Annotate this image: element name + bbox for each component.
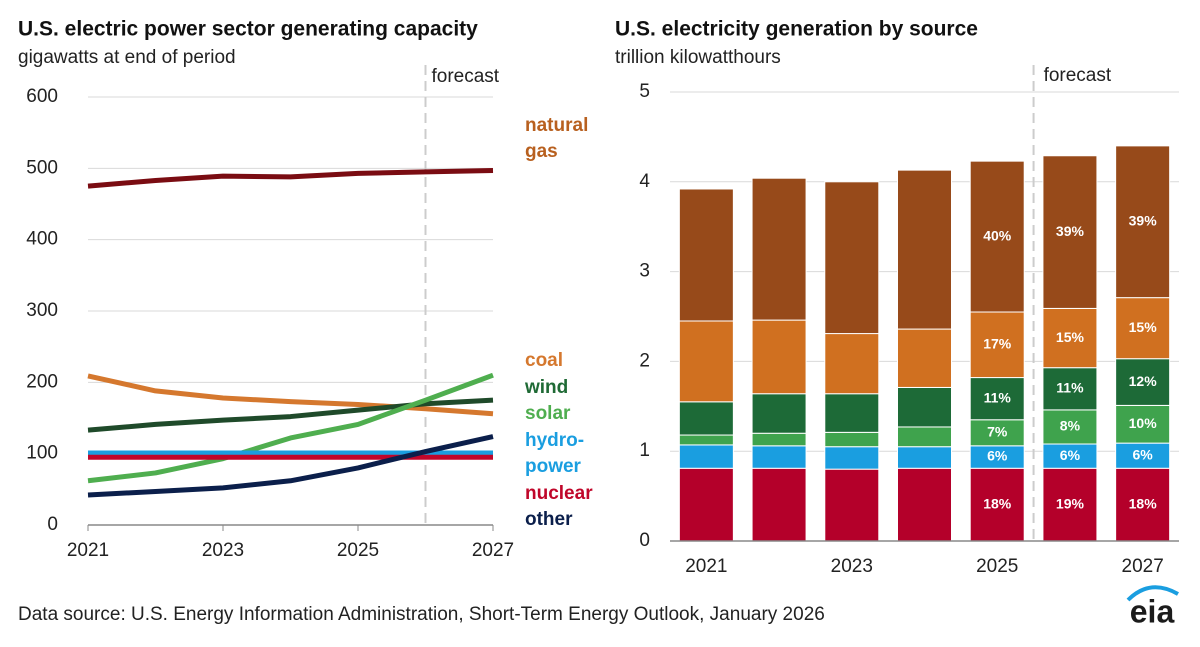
y-tick-label: 100 bbox=[26, 443, 58, 464]
bar-segment bbox=[1115, 404, 1171, 444]
forecast-label: forecast bbox=[432, 66, 500, 87]
bar-segment bbox=[751, 177, 807, 321]
x-tick-label: 2025 bbox=[976, 556, 1018, 577]
bar-segment bbox=[824, 333, 880, 395]
share-label: 8% bbox=[1060, 418, 1081, 434]
bar-segment bbox=[678, 434, 734, 446]
x-tick-label: 2027 bbox=[1122, 556, 1164, 577]
bar-segment bbox=[897, 446, 952, 469]
share-label: 7% bbox=[987, 423, 1008, 439]
bar-segment bbox=[751, 445, 807, 469]
logo: eia bbox=[1130, 593, 1175, 629]
legend-label: natural gas bbox=[525, 115, 589, 162]
bar-segment bbox=[824, 468, 880, 542]
bar-segment bbox=[751, 467, 807, 542]
share-label: 40% bbox=[983, 227, 1012, 243]
series-line bbox=[87, 397, 494, 433]
x-tick-label: 2023 bbox=[202, 540, 244, 561]
bar-segment bbox=[751, 319, 807, 395]
x-tick-label: 2027 bbox=[472, 540, 514, 561]
bar-segment bbox=[969, 377, 1025, 421]
y-tick-label: 600 bbox=[26, 86, 58, 107]
bar-segment bbox=[897, 467, 952, 542]
legend-label: other bbox=[525, 509, 573, 530]
x-tick-label: 2023 bbox=[831, 556, 873, 577]
y-tick-label: 400 bbox=[26, 229, 58, 250]
y-tick-label: 1 bbox=[639, 440, 650, 461]
share-label: 17% bbox=[983, 335, 1012, 351]
series-line bbox=[87, 373, 494, 417]
chart-title: U.S. electric power sector generating ca… bbox=[18, 18, 478, 41]
bar-segment bbox=[678, 444, 734, 469]
share-label: 15% bbox=[1129, 319, 1158, 335]
bar-segment bbox=[897, 386, 952, 428]
x-tick-label: 2021 bbox=[685, 556, 727, 577]
y-tick-label: 200 bbox=[26, 371, 58, 392]
bar-segment bbox=[1115, 145, 1171, 299]
share-label: 11% bbox=[984, 389, 1012, 405]
y-tick-label: 0 bbox=[47, 514, 58, 535]
x-tick-label: 2021 bbox=[67, 540, 109, 561]
x-tick-label: 2025 bbox=[337, 540, 379, 561]
series-line bbox=[87, 434, 494, 498]
bar-segment bbox=[678, 401, 734, 436]
chart-subtitle: trillion kilowatthours bbox=[615, 47, 781, 68]
bar-segment bbox=[1115, 297, 1171, 360]
logo-arc bbox=[1126, 585, 1179, 602]
legend-label: nuclear bbox=[525, 483, 593, 504]
bar-segment bbox=[678, 320, 734, 403]
bar-segment bbox=[678, 188, 734, 322]
y-tick-label: 4 bbox=[639, 171, 650, 192]
share-label: 39% bbox=[1056, 223, 1085, 239]
share-label: 11% bbox=[1056, 379, 1084, 395]
source-note: Data source: U.S. Energy Information Adm… bbox=[18, 604, 825, 625]
chart-title: U.S. electricity generation by source bbox=[615, 18, 978, 41]
forecast-label: forecast bbox=[1044, 65, 1112, 86]
y-tick-label: 300 bbox=[26, 300, 58, 321]
bar-segment bbox=[824, 181, 880, 335]
bar-segment bbox=[897, 169, 952, 330]
share-label: 6% bbox=[1060, 447, 1081, 463]
bar-segment bbox=[897, 426, 952, 448]
bar-segment bbox=[751, 393, 807, 434]
bar-segment bbox=[969, 419, 1025, 447]
share-label: 6% bbox=[987, 448, 1008, 464]
share-label: 18% bbox=[1129, 495, 1158, 511]
share-label: 12% bbox=[1129, 373, 1158, 389]
y-tick-label: 5 bbox=[639, 81, 650, 102]
share-label: 10% bbox=[1129, 415, 1158, 431]
share-label: 39% bbox=[1129, 212, 1158, 228]
bar-segment bbox=[824, 431, 880, 448]
series-line bbox=[87, 167, 494, 189]
bar-segment bbox=[1042, 307, 1098, 369]
bar-segment bbox=[824, 393, 880, 433]
bar-segment bbox=[1042, 155, 1098, 309]
share-label: 15% bbox=[1056, 329, 1085, 345]
bar-segment bbox=[1115, 467, 1171, 542]
bar-segment bbox=[897, 328, 952, 388]
legend-label: solar bbox=[525, 403, 571, 424]
legend-label: coal bbox=[525, 350, 564, 371]
share-label: 18% bbox=[983, 495, 1012, 511]
bar-segment bbox=[824, 446, 880, 470]
legend-label: hydro-power bbox=[525, 430, 585, 477]
bar-segment bbox=[1042, 409, 1098, 445]
legend-label: wind bbox=[525, 377, 569, 398]
share-label: 6% bbox=[1133, 446, 1154, 462]
bar-segment bbox=[969, 160, 1025, 313]
bar-segment bbox=[1115, 442, 1171, 469]
share-label: 19% bbox=[1056, 495, 1085, 511]
bar-segment bbox=[751, 432, 807, 447]
y-tick-label: 2 bbox=[639, 350, 650, 371]
bar-segment bbox=[678, 467, 734, 542]
series-line bbox=[87, 372, 494, 484]
chart-subtitle: gigawatts at end of period bbox=[18, 47, 236, 68]
y-tick-label: 0 bbox=[639, 530, 650, 551]
bar-segment bbox=[1042, 443, 1098, 469]
y-tick-label: 500 bbox=[26, 157, 58, 178]
y-tick-label: 3 bbox=[639, 261, 650, 282]
